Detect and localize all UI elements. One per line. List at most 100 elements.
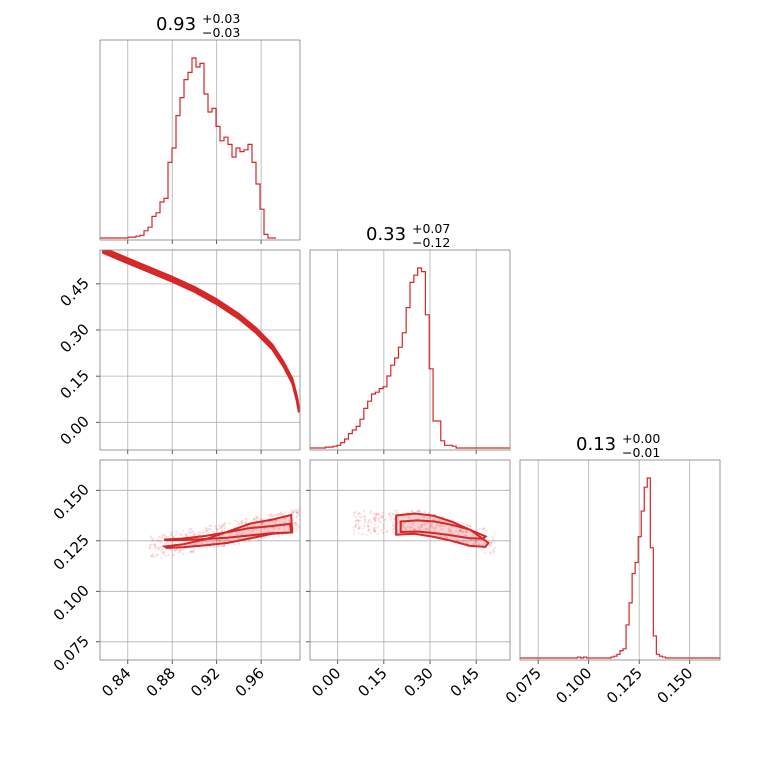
scatter-point — [274, 522, 278, 526]
y-tick-label: 0.30 — [56, 320, 92, 356]
scatter-point — [151, 539, 154, 543]
scatter-point — [369, 521, 373, 524]
scatter-point — [370, 510, 373, 513]
scatter-point — [355, 515, 358, 519]
scatter-point — [472, 543, 475, 546]
scatter-point — [205, 529, 208, 532]
scatter-point — [276, 513, 279, 516]
scatter-point — [257, 539, 260, 542]
scatter-point — [190, 551, 193, 554]
hist-title-plus: +0.03 — [202, 11, 240, 26]
scatter-point — [357, 519, 360, 522]
scatter-point — [468, 524, 471, 527]
scatter-point — [379, 516, 382, 519]
scatter-point — [279, 512, 282, 515]
scatter-point — [161, 551, 164, 554]
panel-frame — [519, 459, 721, 661]
panel-1-0 — [96, 249, 301, 454]
scatter-point — [416, 510, 419, 513]
scatter-point — [352, 526, 355, 529]
scatter-point — [152, 537, 155, 540]
scatter-point — [218, 524, 221, 527]
scatter-point — [148, 546, 152, 549]
panel-frame — [99, 459, 301, 661]
scatter-point — [352, 511, 356, 514]
scatter-point — [447, 527, 450, 530]
scatter-point — [250, 524, 253, 528]
scatter-point — [353, 529, 356, 532]
scatter-point — [282, 513, 285, 516]
scatter-point — [491, 537, 494, 541]
hist-title-minus: −0.12 — [412, 235, 450, 250]
scatter-point — [374, 512, 377, 515]
scatter-point — [367, 529, 370, 533]
panel-2-2 — [519, 459, 721, 664]
scatter-point — [244, 521, 247, 524]
scatter-point — [366, 521, 370, 524]
scatter-point — [386, 530, 389, 533]
scatter-point — [373, 516, 376, 520]
scatter-point — [403, 522, 406, 525]
scatter-point — [465, 530, 468, 533]
scatter-point — [168, 553, 171, 556]
scatter-point — [216, 527, 219, 531]
scatter-point — [223, 544, 226, 547]
scatter-point — [360, 516, 363, 519]
scatter-point — [472, 533, 475, 536]
scatter-point — [422, 516, 425, 519]
scatter-point — [251, 520, 254, 523]
scatter-point — [292, 510, 296, 514]
scatter-point — [172, 536, 175, 539]
scatter-point — [220, 524, 224, 528]
scatter-point — [229, 533, 232, 536]
scatter-point — [402, 524, 405, 528]
scatter-point — [465, 529, 468, 532]
scatter-point — [392, 517, 396, 520]
contour-fill — [164, 514, 293, 548]
scatter-point — [450, 525, 453, 528]
scatter-point — [472, 542, 475, 545]
scatter-point — [376, 513, 379, 516]
scatter-point — [411, 522, 415, 526]
scatter-point — [361, 533, 364, 536]
histogram-param_0 — [100, 57, 276, 239]
scatter-point — [382, 523, 385, 527]
scatter-point — [430, 522, 433, 526]
scatter-point — [191, 530, 194, 533]
scatter-point — [427, 527, 430, 530]
scatter-point — [361, 527, 364, 530]
scatter-point — [277, 528, 280, 531]
scatter-point — [413, 527, 416, 530]
scatter-point — [378, 514, 381, 517]
scatter-point — [367, 524, 370, 527]
scatter-point — [222, 545, 225, 548]
scatter-point — [284, 517, 287, 520]
scatter-point — [425, 528, 428, 531]
scatter-point — [228, 521, 231, 525]
scatter-point — [188, 527, 192, 531]
scatter-point — [204, 530, 207, 534]
scatter-point — [354, 525, 357, 528]
scatter-point — [193, 532, 196, 535]
scatter-point — [462, 539, 465, 543]
scatter-point — [377, 519, 381, 522]
scatter-point — [240, 532, 243, 535]
scatter-point — [254, 518, 257, 522]
scatter-point — [440, 527, 443, 530]
scatter-point — [250, 530, 253, 533]
scatter-point — [420, 524, 423, 527]
scatter-point — [217, 539, 220, 542]
scatter-point — [435, 523, 439, 526]
scatter-point — [353, 514, 356, 517]
scatter-point — [358, 515, 361, 518]
scatter-point — [211, 541, 215, 544]
scatter-point — [296, 524, 299, 527]
scatter-point — [433, 513, 437, 516]
scatter-point — [295, 514, 299, 518]
scatter-point — [235, 533, 238, 536]
scatter-point — [373, 517, 376, 520]
scatter-point — [190, 543, 193, 546]
scatter-point — [156, 545, 159, 549]
scatter-point — [475, 529, 479, 532]
